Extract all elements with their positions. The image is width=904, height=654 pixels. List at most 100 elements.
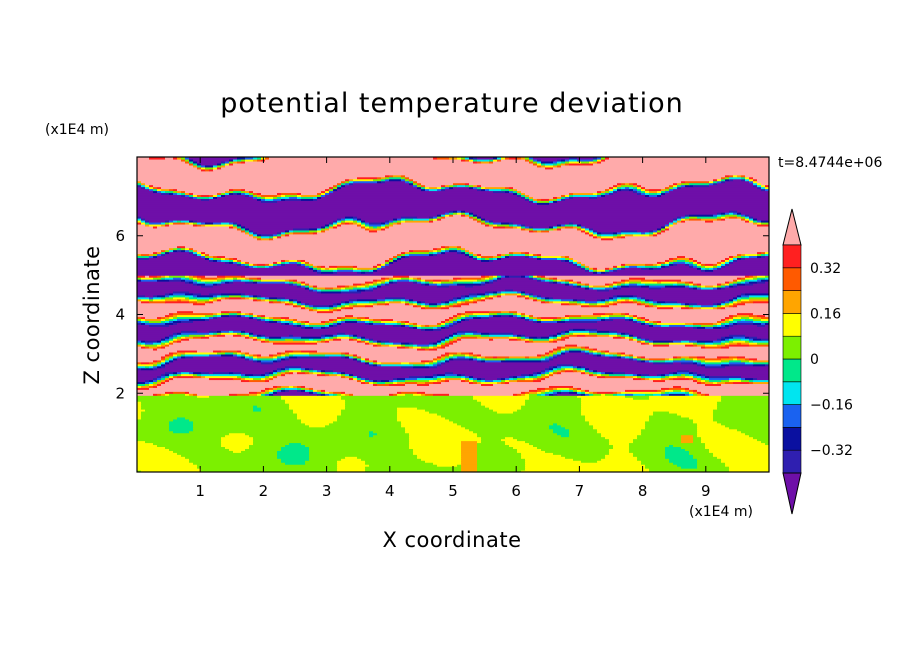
contour-cell (705, 269, 714, 272)
contour-cell (577, 158, 594, 162)
contour-cell (421, 306, 426, 310)
contour-cell (729, 324, 734, 327)
contour-cell (525, 253, 530, 257)
contour-cell (545, 355, 550, 359)
contour-cell (693, 324, 702, 327)
contour-cell (409, 302, 414, 306)
contour-cell (673, 373, 682, 377)
contour-cell (137, 314, 166, 318)
contour-cell (225, 162, 230, 166)
contour-cell (641, 184, 670, 188)
contour-cell (629, 296, 638, 300)
contour-cell (193, 375, 202, 379)
contour-cell (429, 359, 434, 363)
contour-cell (161, 383, 374, 386)
contour-cell (197, 395, 210, 398)
contour-cell (673, 385, 682, 388)
contour-cell (341, 391, 346, 394)
contour-cell (153, 361, 158, 365)
contour-cell (725, 176, 730, 180)
contour-cell (213, 194, 218, 197)
contour-cell (717, 355, 730, 359)
contour-cell (209, 395, 282, 398)
contour-cell (461, 304, 582, 308)
contour-cell (629, 353, 634, 357)
contour-cell (753, 218, 758, 221)
contour-cell (273, 369, 278, 373)
contour-cell (273, 375, 278, 379)
contour-cell (601, 233, 614, 237)
contour-cell (477, 456, 522, 459)
contour-cell (301, 324, 306, 327)
contour-cell (665, 225, 670, 229)
contour-cell (705, 365, 726, 369)
contour-cell (329, 223, 334, 227)
contour-cell (329, 192, 514, 196)
contour-cell (561, 227, 578, 231)
contour-cell (233, 351, 238, 355)
contour-cell (713, 182, 718, 186)
contour-cell (601, 158, 606, 162)
contour-cell (169, 251, 190, 255)
contour-cell (485, 186, 506, 190)
contour-cell (461, 158, 466, 162)
contour-cell (721, 267, 769, 270)
contour-cell (145, 440, 222, 444)
contour-cell (693, 391, 698, 394)
contour-cell (165, 190, 174, 194)
contour-cell (461, 450, 478, 453)
contour-cell (665, 263, 670, 266)
contour-cell (589, 371, 594, 375)
contour-cell (765, 255, 769, 259)
contour-cell (501, 257, 538, 260)
contour-cell (349, 304, 354, 308)
contour-cell (569, 432, 602, 436)
contour-cell (301, 336, 322, 339)
contour-cell (453, 212, 458, 215)
contour-cell (309, 353, 326, 357)
contour-cell (145, 379, 150, 383)
contour-cell (269, 157, 434, 160)
contour-cell (221, 444, 250, 448)
contour-cell (541, 393, 546, 396)
contour-cell (201, 194, 210, 197)
contour-cell (569, 328, 574, 331)
contour-cell (421, 302, 426, 306)
contour-cell (177, 190, 182, 194)
contour-cell (141, 346, 146, 349)
contour-cell (153, 298, 166, 302)
contour-cell (233, 221, 238, 225)
contour-cell (697, 261, 702, 264)
contour-cell (757, 342, 769, 345)
contour-cell (269, 296, 278, 300)
contour-cell (705, 342, 714, 345)
contour-cell (481, 216, 678, 219)
contour-cell (645, 322, 650, 325)
y-axis-ticks: 246 (115, 227, 769, 402)
contour-cell (393, 281, 398, 284)
contour-cell (429, 251, 434, 255)
contour-cell (649, 231, 654, 235)
contour-cell (137, 162, 190, 166)
contour-cell (749, 216, 754, 219)
contour-cell (261, 361, 274, 365)
contour-cell (653, 322, 658, 325)
contour-cell (601, 349, 606, 353)
contour-cell (521, 225, 526, 229)
contour-cell (141, 414, 298, 418)
contour-cell (437, 363, 442, 367)
contour-cell (189, 158, 194, 162)
contour-cell (373, 288, 506, 292)
contour-cell (473, 255, 478, 259)
contour-cell (545, 371, 550, 375)
contour-cell (393, 259, 398, 262)
colorbar-label: 0 (810, 352, 819, 368)
contour-cell (629, 442, 706, 446)
contour-cell (181, 355, 186, 359)
contour-cell (137, 324, 150, 327)
contour-cell (641, 302, 646, 306)
contour-cell (541, 255, 562, 259)
contour-cell (321, 290, 342, 294)
contour-cell (149, 365, 154, 369)
contour-cell (725, 338, 730, 341)
